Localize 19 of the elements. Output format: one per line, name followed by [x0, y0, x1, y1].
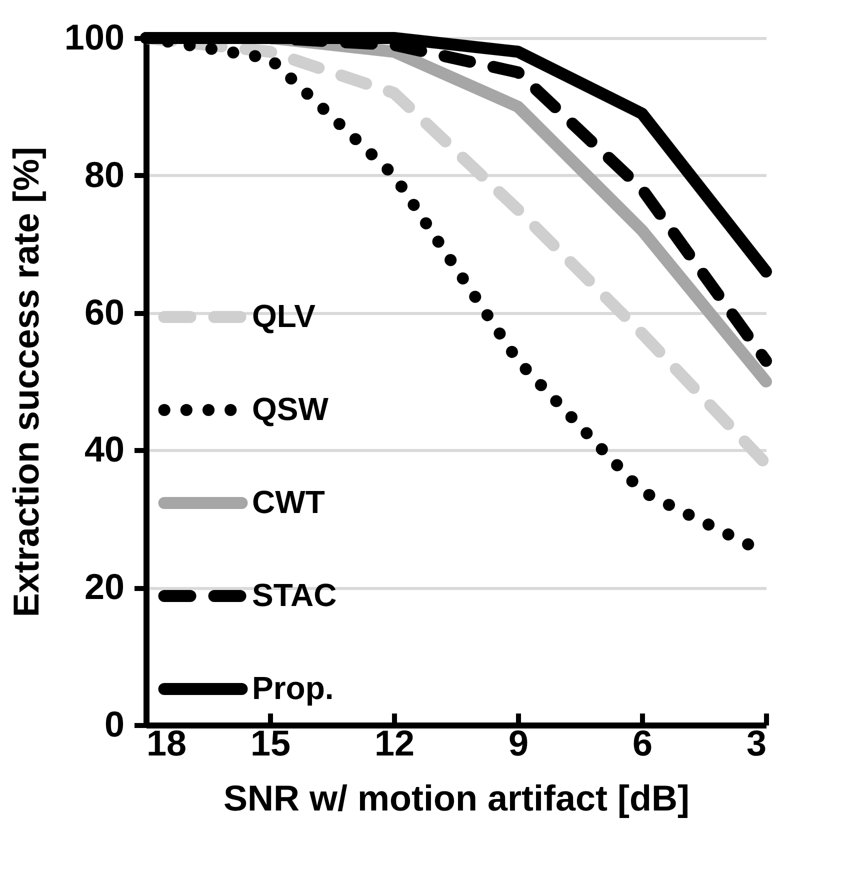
legend-label: Prop.	[252, 670, 334, 706]
x-tick-label: 18	[146, 722, 187, 764]
y-tick-label: 80	[84, 154, 124, 195]
legend-label: CWT	[252, 484, 326, 520]
x-axis-title: SNR w/ motion artifact [dB]	[224, 778, 690, 818]
x-tick-label: 12	[374, 722, 415, 764]
x-tick-label: 3	[746, 722, 766, 764]
x-tick-label: 6	[632, 722, 653, 764]
legend-label: STAC	[252, 577, 337, 613]
y-tick-label: 20	[84, 566, 124, 608]
y-axis-title: Extraction success rate [%]	[5, 146, 46, 618]
y-tick-label: 0	[104, 704, 124, 744]
y-tick-label: 60	[84, 291, 124, 332]
legend-label: QSW	[252, 391, 330, 427]
y-tick-label: 100	[64, 16, 124, 58]
legend-label: QLV	[252, 298, 316, 334]
y-tick-label: 40	[84, 428, 124, 470]
x-tick-label: 15	[250, 722, 291, 764]
x-tick-label: 9	[508, 722, 529, 764]
